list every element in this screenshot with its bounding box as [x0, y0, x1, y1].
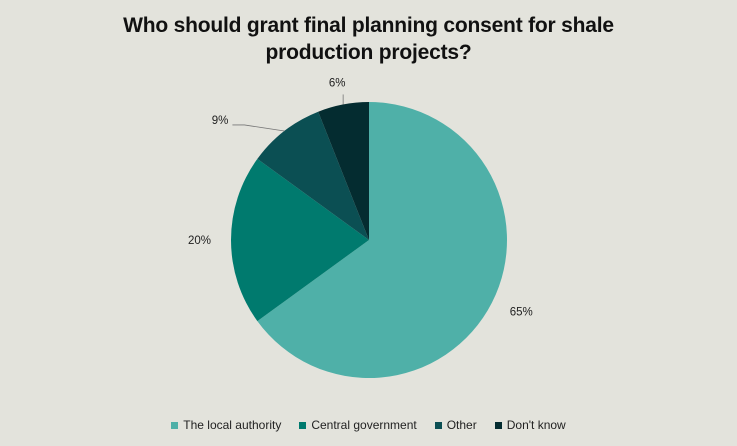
pie-slice-local-authority[interactable] [257, 102, 507, 379]
chart-title-line-2: production projects? [265, 41, 472, 64]
pie-slice-central-government[interactable] [231, 158, 369, 322]
pct-label-local-authority: 65% [510, 307, 533, 319]
leader-line-other [232, 124, 285, 132]
legend-item-local-authority[interactable]: The local authority [171, 418, 281, 432]
legend-label-central-government: Central government [311, 418, 417, 432]
chart-title-line-1: Who should grant final planning consent … [123, 14, 614, 37]
chart-title: Who should grant final planning consent … [0, 12, 737, 66]
legend-swatch-local-authority [171, 421, 179, 429]
pct-label-other: 9% [212, 115, 229, 127]
legend-swatch-other [434, 421, 442, 429]
legend-swatch-dont-know [494, 421, 502, 429]
legend-label-other: Other [446, 418, 477, 432]
legend-item-other[interactable]: Other [434, 418, 477, 432]
legend-item-central-government[interactable]: Central government [299, 418, 417, 432]
legend-label-dont-know: Don't know [506, 418, 566, 432]
pie-slice-other[interactable] [257, 111, 369, 240]
legend-swatch-central-government [299, 421, 307, 429]
legend-item-dont-know[interactable]: Don't know [494, 418, 566, 432]
legend: The local authority Central government O… [0, 418, 737, 432]
legend-label-local-authority: The local authority [183, 418, 282, 432]
pie-slice-dont-know[interactable] [318, 102, 369, 240]
pct-label-central-government: 20% [188, 235, 211, 247]
pct-label-dont-know: 6% [329, 77, 346, 89]
